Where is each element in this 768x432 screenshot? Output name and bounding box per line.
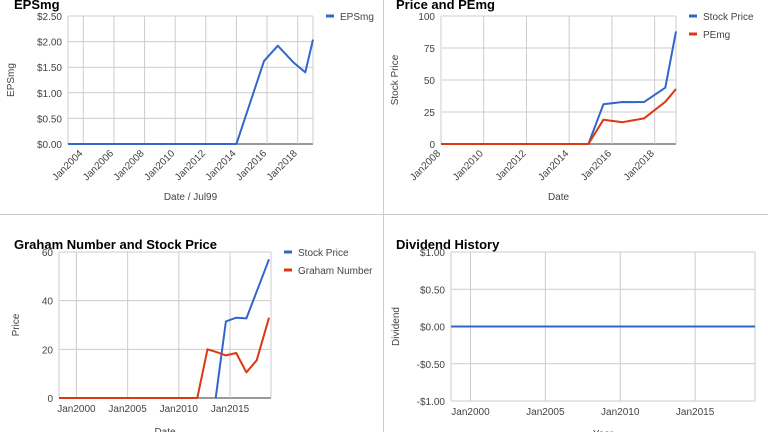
legend-label: Stock Price xyxy=(703,12,754,23)
legend-label: Stock Price xyxy=(298,248,349,259)
series-line-1 xyxy=(214,258,270,399)
y-tick-label: $0.00 xyxy=(37,140,62,151)
chart-4: Dividend History -$1.00 -$0.50 $0.00 $0.50 $1… xyxy=(391,237,756,432)
y-tick-label: 75 xyxy=(424,44,436,55)
chart-1: EPSmg $0.00 $0.50 $1.00 $1.50 $2.00 $2.50 Jan20… xyxy=(6,0,374,203)
y-axis-label: Dividend xyxy=(391,307,402,346)
x-axis-label: Date xyxy=(154,427,176,432)
y-tick-label: 0 xyxy=(47,394,53,405)
x-tick-label: Jan2005 xyxy=(108,404,147,415)
y-tick-label: $0.50 xyxy=(37,114,62,125)
x-axis-label: Date / Jul99 xyxy=(164,192,218,203)
x-tick-label: Jan2000 xyxy=(57,404,96,415)
y-tick-label: 60 xyxy=(42,248,54,259)
x-tick-label: Jan2014 xyxy=(204,148,239,183)
chart-title: Dividend History xyxy=(396,237,500,252)
x-tick-label: Jan2016 xyxy=(234,148,269,183)
legend-label: PEmg xyxy=(703,30,730,41)
chart-title: Price and PEmg xyxy=(396,0,495,12)
x-tick-label: Jan2010 xyxy=(142,148,177,183)
x-tick-label: Jan2012 xyxy=(494,148,529,183)
y-tick-label: $0.00 xyxy=(420,323,445,334)
y-tick-label: $0.50 xyxy=(420,285,445,296)
chart-title: Graham Number and Stock Price xyxy=(14,237,217,252)
chart-3: Graham Number and Stock Price 0 20 40 60 Jan2… xyxy=(11,237,373,432)
x-tick-label: Jan2015 xyxy=(676,407,715,418)
y-axis-label: Price xyxy=(11,313,22,336)
y-tick-label: $2.50 xyxy=(37,12,62,23)
x-tick-label: Jan2010 xyxy=(601,407,640,418)
y-axis-label: EPSmg xyxy=(6,63,17,97)
legend-label: Graham Number xyxy=(298,266,373,277)
x-tick-label: Jan2018 xyxy=(265,148,300,183)
y-tick-label: $1.00 xyxy=(37,89,62,100)
x-tick-label: Jan2016 xyxy=(579,148,614,183)
y-tick-label: -$0.50 xyxy=(417,360,446,371)
y-tick-label: 40 xyxy=(42,297,54,308)
y-tick-label: -$1.00 xyxy=(417,397,446,408)
x-tick-label: Jan2018 xyxy=(622,148,657,183)
x-tick-label: Jan2010 xyxy=(160,404,199,415)
x-tick-label: Jan2012 xyxy=(173,148,208,183)
y-tick-label: 25 xyxy=(424,108,436,119)
x-tick-label: Jan2004 xyxy=(51,148,86,183)
x-tick-label: Jan2005 xyxy=(526,407,565,418)
x-tick-label: Jan2015 xyxy=(211,404,250,415)
vertical-divider xyxy=(383,0,384,432)
y-axis-label: Stock Price xyxy=(390,54,401,105)
x-axis-label: Date xyxy=(548,192,570,203)
chart-title: EPSmg xyxy=(14,0,60,12)
x-tick-label: Jan2000 xyxy=(451,407,490,418)
y-tick-label: 100 xyxy=(418,12,435,23)
x-axis-label: Year xyxy=(593,429,614,432)
y-tick-label: 0 xyxy=(429,140,435,151)
y-tick-label: 50 xyxy=(424,76,436,87)
x-tick-label: Jan2008 xyxy=(408,148,443,183)
horizontal-divider xyxy=(0,214,768,215)
y-tick-label: $1.00 xyxy=(420,248,445,259)
x-tick-label: Jan2014 xyxy=(536,148,571,183)
y-tick-label: $1.50 xyxy=(37,63,62,74)
series-line-2 xyxy=(59,317,270,399)
series-line-2 xyxy=(441,88,677,145)
legend-label: EPSmg xyxy=(340,12,374,23)
x-tick-label: Jan2010 xyxy=(451,148,486,183)
x-tick-label: Jan2006 xyxy=(81,148,116,183)
x-tick-label: Jan2008 xyxy=(112,148,147,183)
y-tick-label: 20 xyxy=(42,345,54,356)
y-tick-label: $2.00 xyxy=(37,38,62,49)
series-line-1 xyxy=(68,39,314,145)
